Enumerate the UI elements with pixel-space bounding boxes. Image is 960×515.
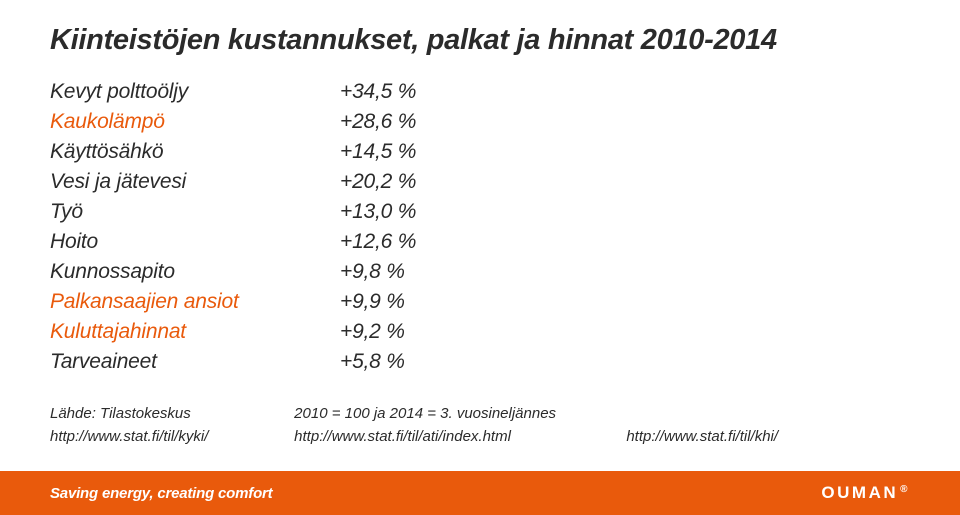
row-label: Tarveaineet xyxy=(50,347,340,377)
row-label: Työ xyxy=(50,197,340,227)
footer-bar: Saving energy, creating comfort OUMAN ® xyxy=(0,471,960,515)
row-value: +14,5 % xyxy=(340,137,416,167)
row-label: Käyttösähkö xyxy=(50,137,340,167)
link-2: http://www.stat.fi/til/ati/index.html xyxy=(294,428,622,445)
footer-brand: OUMAN ® xyxy=(821,483,910,503)
row-label: Kunnossapito xyxy=(50,257,340,287)
row-value: +13,0 % xyxy=(340,197,416,227)
table-row: Kunnossapito+9,8 % xyxy=(50,257,416,287)
source-row: Lähde: Tilastokeskus 2010 = 100 ja 2014 … xyxy=(50,405,910,422)
registered-icon: ® xyxy=(900,484,910,495)
page-title: Kiinteistöjen kustannukset, palkat ja hi… xyxy=(50,24,910,57)
row-value: +9,9 % xyxy=(340,287,416,317)
brand-text: OUMAN xyxy=(821,483,898,503)
row-label: Hoito xyxy=(50,227,340,257)
row-label: Kaukolämpö xyxy=(50,107,340,137)
slide: Kiinteistöjen kustannukset, palkat ja hi… xyxy=(0,0,960,515)
table-row: Työ+13,0 % xyxy=(50,197,416,227)
table-row: Kuluttajahinnat+9,2 % xyxy=(50,317,416,347)
link-1: http://www.stat.fi/til/kyki/ xyxy=(50,428,290,445)
table-row: Vesi ja jätevesi+20,2 % xyxy=(50,167,416,197)
table-row: Palkansaajien ansiot+9,9 % xyxy=(50,287,416,317)
table-row: Kaukolämpö+28,6 % xyxy=(50,107,416,137)
table-row: Käyttösähkö+14,5 % xyxy=(50,137,416,167)
row-label: Kuluttajahinnat xyxy=(50,317,340,347)
source-label: Lähde: Tilastokeskus xyxy=(50,405,290,422)
row-value: +9,2 % xyxy=(340,317,416,347)
row-value: +20,2 % xyxy=(340,167,416,197)
row-value: +5,8 % xyxy=(340,347,416,377)
link-3: http://www.stat.fi/til/khi/ xyxy=(626,428,778,445)
row-label: Palkansaajien ansiot xyxy=(50,287,340,317)
row-value: +9,8 % xyxy=(340,257,416,287)
source-note: 2010 = 100 ja 2014 = 3. vuosineljännes xyxy=(294,405,556,422)
cost-table: Kevyt polttoöljy+34,5 %Kaukolämpö+28,6 %… xyxy=(50,77,416,377)
links-row: http://www.stat.fi/til/kyki/ http://www.… xyxy=(50,428,910,445)
row-value: +12,6 % xyxy=(340,227,416,257)
row-label: Kevyt polttoöljy xyxy=(50,77,340,107)
row-value: +28,6 % xyxy=(340,107,416,137)
table-row: Tarveaineet+5,8 % xyxy=(50,347,416,377)
table-row: Kevyt polttoöljy+34,5 % xyxy=(50,77,416,107)
row-label: Vesi ja jätevesi xyxy=(50,167,340,197)
row-value: +34,5 % xyxy=(340,77,416,107)
table-row: Hoito+12,6 % xyxy=(50,227,416,257)
footer-tagline: Saving energy, creating comfort xyxy=(50,485,272,502)
